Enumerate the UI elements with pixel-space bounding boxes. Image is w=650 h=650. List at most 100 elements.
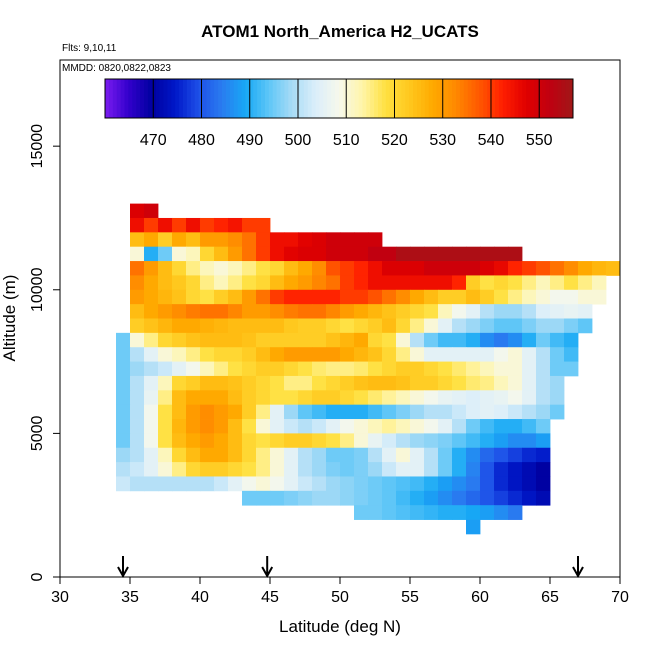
heatmap-cell (424, 246, 439, 262)
heatmap-cell (256, 419, 271, 434)
heatmap-cell (158, 275, 173, 291)
heatmap-cell (242, 332, 257, 348)
heatmap-cell (522, 447, 537, 463)
heatmap-cell (186, 462, 201, 477)
heatmap-cell (480, 347, 495, 362)
colorbar-segment (530, 79, 535, 118)
heatmap-cell (452, 318, 467, 334)
heatmap-cell (438, 347, 453, 362)
heatmap-cell (228, 304, 243, 319)
heatmap-cell (228, 361, 243, 377)
heatmap-cell (270, 246, 285, 262)
heatmap-cell (564, 275, 579, 291)
heatmap-cell (270, 275, 285, 291)
heatmap-cell (466, 433, 481, 449)
colorbar-segment (233, 79, 239, 118)
heatmap-cell (172, 318, 187, 334)
heatmap-cell (144, 361, 159, 377)
heatmap-cell (312, 332, 327, 348)
heatmap-cell (480, 447, 495, 463)
heatmap-cell (424, 476, 439, 492)
heatmap-cell (382, 275, 397, 291)
heatmap-cell (424, 375, 439, 391)
heatmap-cell (284, 462, 299, 477)
heatmap-cell (480, 390, 495, 406)
heatmap-cell (284, 318, 299, 334)
heatmap-cell (340, 433, 355, 449)
heatmap-cell (270, 462, 285, 477)
heatmap-cell (130, 390, 145, 406)
heatmap-cell (522, 289, 537, 305)
heatmap-cell (410, 375, 425, 391)
heatmap-cell (438, 419, 453, 434)
heatmap-cell (466, 462, 481, 477)
heatmap-cell (130, 275, 145, 291)
heatmap-cell (452, 361, 467, 377)
heatmap-cell (130, 419, 145, 434)
colorbar-frame (104, 78, 574, 119)
colorbar-segment (366, 79, 371, 118)
heatmap-cell (382, 304, 397, 319)
heatmap-cell (130, 433, 145, 449)
heatmap-cell (270, 332, 285, 348)
heatmap-cell (508, 375, 523, 391)
heatmap-cell (368, 275, 383, 291)
heatmap-cell (312, 462, 327, 477)
colorbar-segment (183, 79, 188, 118)
heatmap-cell (592, 289, 607, 305)
heatmap-cell (186, 275, 201, 291)
heatmap-cell (326, 462, 341, 477)
heatmap-cell (326, 419, 341, 434)
heatmap-cell (368, 447, 383, 463)
heatmap-cell (340, 390, 355, 406)
heatmap-cell (354, 505, 369, 520)
heatmap-cell (382, 375, 397, 391)
heatmap-cell (452, 261, 467, 276)
colorbar-segment (280, 79, 285, 118)
heatmap-cell (438, 246, 453, 262)
heatmap-cell (158, 447, 173, 463)
heatmap-cell (186, 375, 201, 391)
heatmap-cell (466, 490, 481, 506)
heatmap-cell (508, 462, 523, 477)
heatmap-cell (130, 261, 145, 276)
x-tick-label: 50 (331, 589, 349, 606)
colorbar-segment (534, 79, 539, 118)
colorbar-segment (241, 79, 246, 118)
heatmap-cell (480, 462, 495, 477)
colorbar-segment (335, 79, 340, 118)
heatmap-cell (354, 462, 369, 477)
heatmap-cell (592, 275, 607, 291)
heatmap-cell (410, 447, 425, 463)
heatmap-cell (466, 332, 481, 348)
colorbar-segment (245, 79, 250, 118)
heatmap-cell (200, 419, 215, 434)
heatmap-cell (284, 347, 299, 362)
heatmap-cell (256, 261, 271, 276)
heatmap-cell (186, 390, 201, 406)
heatmap-cell (396, 505, 411, 520)
heatmap-cell (186, 347, 201, 362)
heatmap-cell (326, 232, 341, 248)
heatmap-cell (242, 347, 257, 362)
heatmap-cell (466, 375, 481, 391)
colorbar-segment (346, 79, 352, 118)
heatmap-cell (186, 289, 201, 305)
heatmap-cell (354, 261, 369, 276)
heatmap-cell (228, 404, 243, 420)
colorbar-segment (378, 79, 383, 118)
heatmap-cell (438, 433, 453, 449)
heatmap-cell (438, 505, 453, 520)
heatmap-cell (396, 347, 411, 362)
heatmap-cell (340, 476, 355, 492)
heatmap-cell (130, 476, 145, 492)
colorbar-segment (132, 79, 137, 118)
heatmap-cell (214, 404, 229, 420)
heatmap-cell (382, 332, 397, 348)
heatmap-cell (424, 505, 439, 520)
colorbar-segment (140, 79, 145, 118)
heatmap-cell (438, 318, 453, 334)
heatmap-cell (550, 304, 565, 319)
heatmap-cell (536, 318, 551, 334)
heatmap-cell (424, 433, 439, 449)
